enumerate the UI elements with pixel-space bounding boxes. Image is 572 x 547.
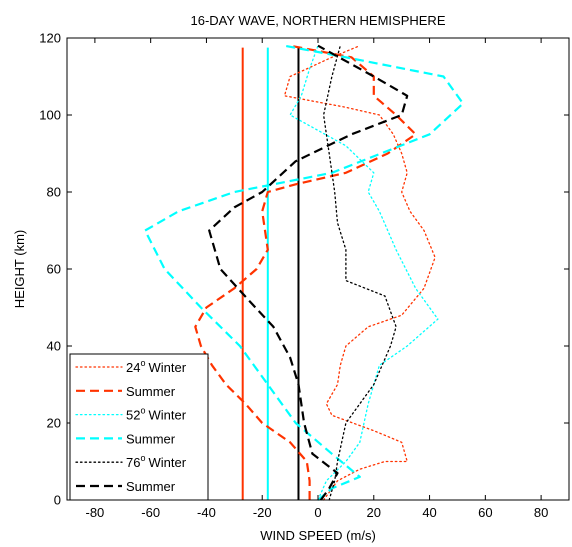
y-tick-label: 80 (47, 185, 61, 200)
legend-box (69, 353, 209, 501)
y-tick-label: 20 (47, 416, 61, 431)
axis-ticks: -80 -60 -40 -20 0 20 40 60 80 0 20 40 60 80 100 120 (39, 31, 569, 520)
legend-series-name: Summer (126, 384, 176, 399)
x-tick-label: 20 (367, 505, 381, 520)
legend-label: 76o Winter (126, 453, 187, 470)
x-tick-label: -80 (85, 505, 104, 520)
legend-series-name: Winter (148, 360, 186, 375)
legend-degree: o (140, 406, 145, 416)
x-tick-label: -40 (197, 505, 216, 520)
x-tick-label: 80 (534, 505, 548, 520)
legend-label: Summer (126, 479, 176, 494)
x-tick-label: 60 (478, 505, 492, 520)
y-tick-label: 40 (47, 339, 61, 354)
y-tick-label: 60 (47, 262, 61, 277)
series-line (289, 45, 439, 501)
legend-series-name: Summer (126, 431, 176, 446)
legend-degree: o (140, 358, 145, 368)
legend-latitude: 52 (126, 408, 140, 423)
y-tick-label: 120 (39, 31, 61, 46)
x-tick-label: 40 (422, 505, 436, 520)
legend-label: 24o Winter (126, 358, 187, 375)
x-tick-label: 0 (314, 505, 321, 520)
series-line (283, 45, 436, 501)
x-tick-label: -20 (253, 505, 272, 520)
legend-latitude: 76 (126, 455, 140, 470)
y-tick-label: 100 (39, 108, 61, 123)
x-tick-label: -60 (141, 505, 160, 520)
legend-series-name: Winter (148, 408, 186, 423)
x-axis-title: WIND SPEED (m/s) (260, 528, 376, 543)
legend-label: 52o Winter (126, 406, 187, 423)
legend-latitude: 24 (126, 360, 140, 375)
series-line (322, 45, 397, 501)
legend-label: Summer (126, 384, 176, 399)
legend-series-name: Summer (126, 479, 176, 494)
legend-series-name: Winter (148, 455, 186, 470)
y-tick-label: 0 (54, 493, 61, 508)
series-line (144, 44, 465, 501)
chart-title: 16-DAY WAVE, NORTHERN HEMISPHERE (191, 13, 446, 28)
legend-degree: o (140, 453, 145, 463)
series-lines (144, 44, 465, 501)
series-line (194, 44, 417, 500)
y-axis-title: HEIGHT (km) (12, 230, 27, 308)
legend-label: Summer (126, 431, 176, 446)
series-line (208, 44, 409, 501)
